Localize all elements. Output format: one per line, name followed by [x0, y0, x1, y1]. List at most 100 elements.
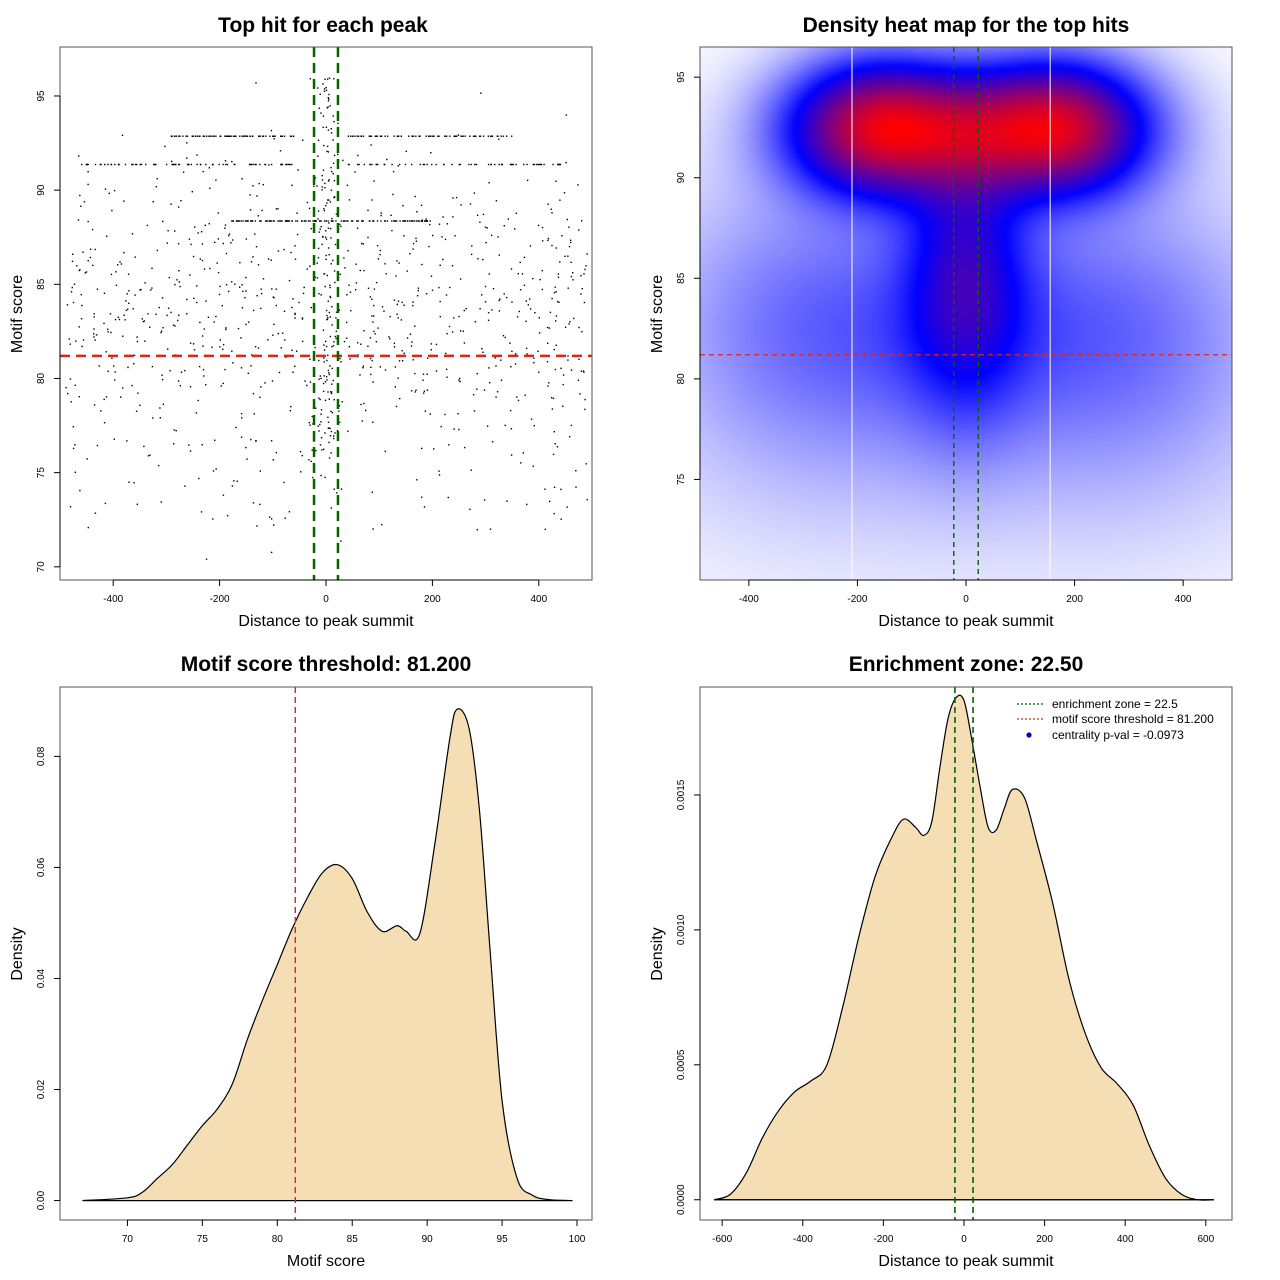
scatter-point — [506, 135, 508, 137]
scatter-point — [177, 243, 180, 245]
scatter-point — [418, 220, 420, 222]
scatter-point — [114, 318, 117, 321]
heatmap-y-tick-label: 90 — [676, 172, 687, 184]
scatter-point — [371, 220, 374, 222]
scatter-point — [362, 220, 364, 222]
scatter-point — [496, 391, 499, 393]
scatter-point — [323, 448, 325, 450]
scatter-point — [178, 281, 180, 283]
scatter-point — [428, 245, 430, 248]
scatter-point — [280, 347, 282, 349]
scatter-point — [249, 209, 252, 211]
scatter-point — [422, 379, 424, 381]
scatter-point — [330, 391, 333, 393]
scatter-point — [524, 394, 526, 396]
scatter-point — [265, 135, 267, 137]
scatter-point — [103, 398, 105, 401]
scatter-point — [111, 209, 113, 212]
scatter-point — [319, 444, 322, 446]
scatter-point — [217, 212, 219, 214]
scatter-point — [379, 253, 381, 256]
scatter-point — [330, 166, 332, 169]
scatter-point — [330, 220, 333, 222]
scatter-point — [188, 444, 190, 446]
scatter-point — [306, 384, 308, 387]
scatter-point — [309, 265, 311, 267]
heatmap-y-tick-label: 75 — [676, 473, 687, 485]
scatter-point — [218, 293, 221, 296]
scatter-point — [327, 106, 329, 108]
scatter-point — [438, 286, 440, 289]
scatter-point — [328, 222, 330, 224]
scatter-point — [464, 446, 466, 449]
scatter-point — [491, 441, 494, 443]
distance-density-y-tick-label: 0.0005 — [676, 1049, 687, 1080]
scatter-point — [558, 163, 560, 166]
scatter-point — [226, 163, 229, 166]
scatter-point — [372, 528, 374, 530]
scatter-point — [323, 88, 326, 90]
scatter-point — [245, 238, 247, 240]
scatter-point — [549, 311, 552, 314]
scatter-point — [219, 135, 221, 137]
scatter-point — [418, 135, 420, 137]
scatter-point — [237, 220, 239, 222]
scatter-point — [152, 417, 154, 419]
scatter-point — [400, 319, 402, 321]
score-density-x-tick-label: 75 — [197, 1234, 209, 1245]
scatter-point — [350, 220, 353, 222]
scatter-point — [247, 372, 249, 374]
scatter-point — [453, 428, 455, 430]
scatter-point — [566, 218, 568, 221]
scatter-point — [161, 297, 164, 299]
scatter-point — [432, 234, 434, 237]
scatter-point — [555, 180, 557, 182]
scatter-point — [158, 306, 160, 309]
scatter-point — [538, 317, 540, 319]
scatter-point — [578, 229, 580, 231]
scatter-point — [66, 304, 69, 306]
scatter-point — [254, 220, 256, 222]
scatter-point — [438, 135, 440, 137]
scatter-point — [329, 284, 331, 286]
scatter-point — [280, 135, 282, 137]
scatter-point — [171, 160, 173, 163]
scatter-point — [71, 286, 73, 289]
scatter-point — [375, 163, 377, 166]
scatter-point — [196, 154, 198, 156]
scatter-point — [560, 518, 562, 520]
scatter-point — [426, 373, 428, 375]
heatmap-y-label: Motif score — [649, 275, 666, 353]
scatter-point — [224, 160, 227, 162]
scatter-point — [238, 220, 240, 222]
scatter-point — [94, 512, 97, 514]
scatter-point — [301, 317, 304, 319]
scatter-point — [322, 169, 325, 171]
scatter-point — [275, 288, 277, 290]
scatter-point — [510, 454, 513, 456]
scatter-point — [542, 240, 544, 242]
scatter-point — [228, 135, 230, 137]
scatter-point — [105, 351, 107, 353]
scatter-point — [356, 220, 358, 222]
scatter-point — [136, 336, 138, 338]
scatter-point — [361, 242, 363, 245]
scatter-point — [308, 421, 310, 424]
scatter-point — [140, 288, 142, 291]
scatter-point — [584, 398, 586, 401]
scatter-point — [427, 357, 429, 359]
scatter-point — [444, 413, 446, 416]
scatter-point — [257, 347, 260, 349]
scatter-point — [83, 201, 86, 203]
scatter-point — [440, 425, 442, 428]
scatter-point — [260, 386, 262, 388]
scatter-point — [502, 335, 505, 337]
scatter-point — [371, 359, 373, 362]
scatter-point — [236, 220, 238, 222]
scatter-point — [288, 511, 291, 513]
scatter-point — [260, 288, 262, 290]
scatter-point — [525, 347, 528, 350]
scatter-point — [484, 226, 487, 228]
scatter-point — [264, 163, 267, 166]
scatter-point — [338, 309, 341, 311]
